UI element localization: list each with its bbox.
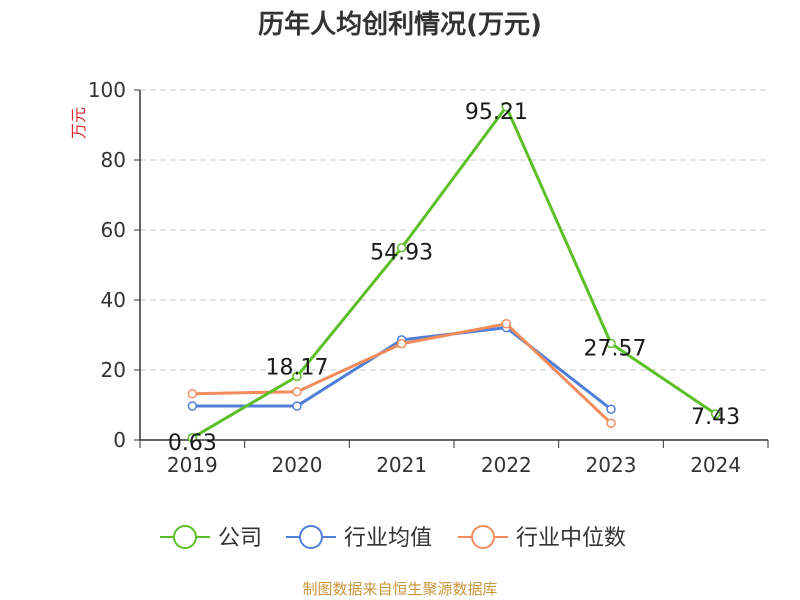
legend-marker xyxy=(299,525,323,549)
data-point[interactable] xyxy=(292,401,302,411)
x-tick-label: 2019 xyxy=(167,453,218,477)
data-source-note: 制图数据来自恒生聚源数据库 xyxy=(302,580,498,598)
legend-marker xyxy=(471,525,495,549)
x-tick-label: 2024 xyxy=(690,453,741,477)
y-tick-label: 80 xyxy=(101,148,126,172)
y-tick-label: 100 xyxy=(88,78,126,102)
data-label: 95.21 xyxy=(465,100,528,125)
y-tick-label: 60 xyxy=(101,218,126,242)
data-point[interactable] xyxy=(606,404,616,414)
y-tick-label: 0 xyxy=(113,428,126,452)
x-tick-label: 2022 xyxy=(481,453,532,477)
data-point[interactable] xyxy=(187,389,198,399)
data-point[interactable] xyxy=(396,339,407,349)
data-point[interactable] xyxy=(292,371,302,382)
x-tick-label: 2021 xyxy=(376,453,427,477)
data-label: 27.57 xyxy=(584,337,647,362)
data-label: 54.93 xyxy=(370,241,433,266)
series-line-0 xyxy=(191,105,717,440)
data-point[interactable] xyxy=(606,418,616,428)
data-point[interactable] xyxy=(187,433,198,443)
legend-marker xyxy=(173,525,197,549)
data-label: 0.63 xyxy=(168,431,217,456)
data-point[interactable] xyxy=(710,409,721,419)
data-label: 18.17 xyxy=(266,355,329,380)
y-axis-label: 万元 xyxy=(69,107,88,139)
x-tick-label: 2023 xyxy=(586,453,637,477)
legend-item-2[interactable]: 行业中位数 xyxy=(458,525,626,551)
data-point[interactable] xyxy=(501,102,512,112)
x-tick-label: 2020 xyxy=(272,453,323,477)
data-point[interactable] xyxy=(187,401,198,411)
data-label: 7.43 xyxy=(691,405,740,430)
chart-title: 历年人均创利情况(万元) xyxy=(258,10,542,40)
legend-label: 行业中位数 xyxy=(516,526,626,551)
data-point[interactable] xyxy=(501,319,512,329)
legend-item-0[interactable]: 公司 xyxy=(160,525,262,551)
data-point[interactable] xyxy=(396,242,407,253)
data-point[interactable] xyxy=(606,338,616,349)
legend-label: 公司 xyxy=(218,526,262,551)
data-point[interactable] xyxy=(292,386,302,397)
y-tick-label: 40 xyxy=(101,288,126,312)
legend-item-1[interactable]: 行业均值 xyxy=(286,525,432,551)
legend-label: 行业均值 xyxy=(344,526,432,551)
y-tick-label: 20 xyxy=(101,358,126,382)
